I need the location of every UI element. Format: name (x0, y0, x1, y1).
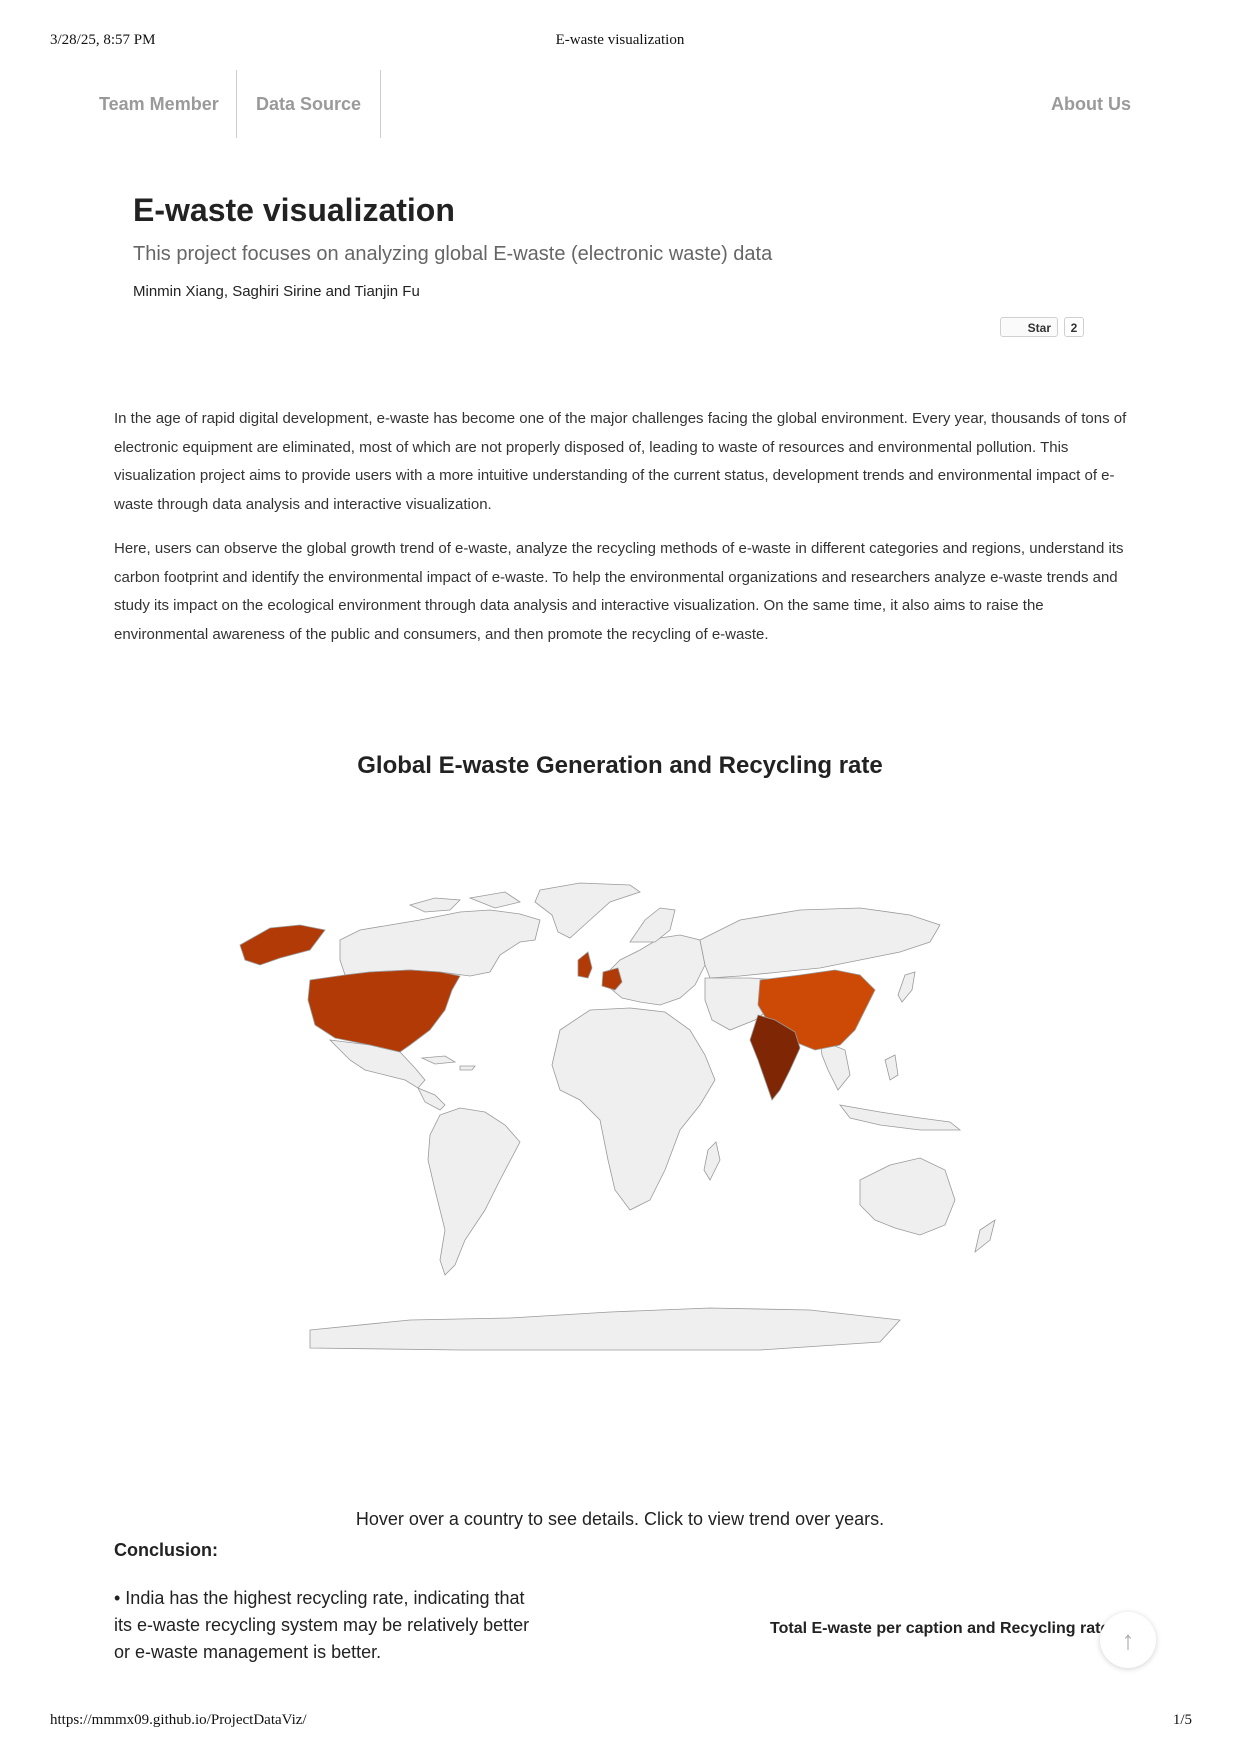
country-russia (699, 907, 941, 979)
conclusion-heading: Conclusion: (114, 1540, 218, 1560)
page-subtitle: This project focuses on analyzing global… (133, 243, 773, 265)
country-india (749, 1014, 801, 1101)
conclusion-text: • India has the highest recycling rate, … (114, 1588, 530, 1662)
country-usa-alaska (239, 924, 326, 966)
continent-africa (551, 1007, 716, 1211)
arrow-up-icon: ↑ (1121, 1625, 1135, 1655)
side-chart-caption: Total E-waste per caption and Recycling … (770, 1620, 1110, 1637)
star-count[interactable]: 2 (1064, 317, 1084, 337)
nav-divider (236, 70, 237, 138)
country-mexico (328, 1039, 426, 1089)
print-title: E-waste visualization (555, 32, 685, 48)
back-to-top-button[interactable]: ↑ (1100, 1612, 1156, 1668)
print-header: 3/28/25, 8:57 PM E-waste visualization (0, 32, 1240, 52)
nav-team-member[interactable]: Team Member (99, 94, 219, 114)
intro-paragraph-2: Here, users can observe the global growt… (114, 540, 1124, 643)
nav-about-us[interactable]: About Us (1051, 94, 1131, 114)
authors: Minmin Xiang, Saghiri Sirine and Tianjin… (133, 283, 420, 300)
continent-europe (604, 934, 706, 1006)
map-title: Global E-waste Generation and Recycling … (357, 752, 883, 779)
page-title: E-waste visualization (133, 192, 455, 228)
country-germany (601, 967, 623, 991)
country-uk (577, 951, 593, 979)
country-australia (859, 1157, 956, 1236)
top-nav: Team Member Data Source About Us (80, 70, 1150, 138)
continent-south-america (427, 1107, 521, 1276)
world-map[interactable] (160, 880, 1160, 1420)
country-greenland (534, 882, 641, 939)
intro-paragraph-1: In the age of rapid digital development,… (114, 410, 1127, 513)
country-usa (307, 969, 461, 1053)
nav-data-source[interactable]: Data Source (256, 94, 362, 114)
map-hint: Hover over a country to see details. Cli… (355, 1509, 885, 1529)
nav-divider (380, 70, 381, 138)
continent-antarctica (309, 1307, 901, 1351)
print-url: https://mmmx09.github.io/ProjectDataViz/ (50, 1712, 307, 1728)
country-canada (339, 909, 541, 977)
star-button[interactable]: Star (1000, 317, 1058, 337)
print-page-number: 1/5 (1172, 1712, 1192, 1728)
print-date: 3/28/25, 8:57 PM (50, 32, 156, 48)
